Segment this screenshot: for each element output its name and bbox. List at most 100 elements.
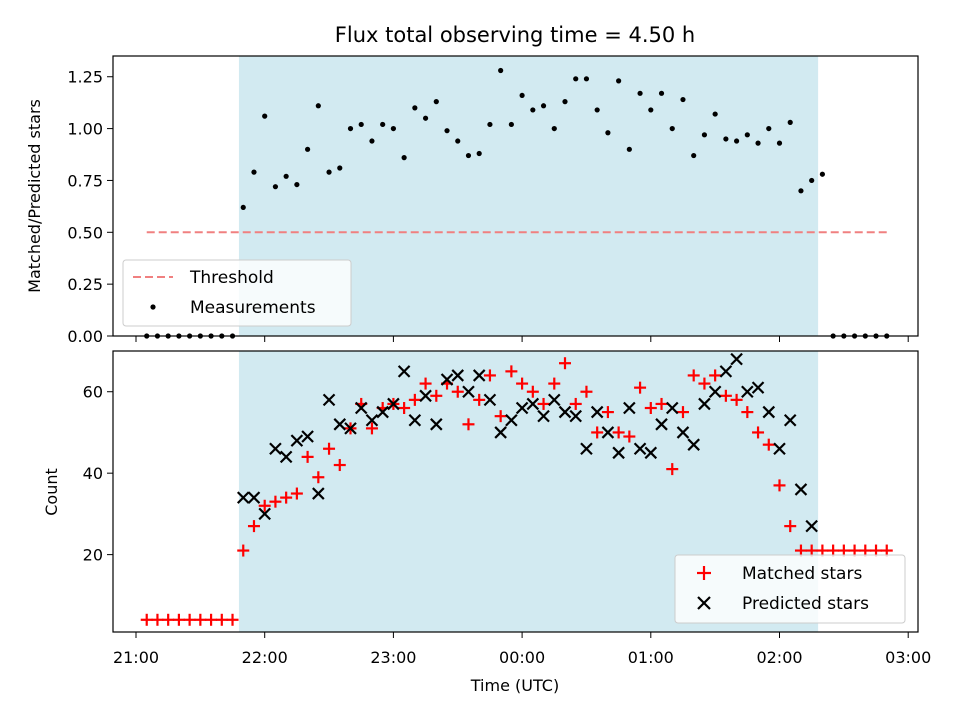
predicted-point [419,389,432,403]
matched-point [312,471,325,484]
measurement-point [551,125,557,132]
predicted-point [773,442,786,456]
ratio-y-tick-label: 1.00 [67,120,103,139]
matched-point [269,495,282,508]
predicted-point [494,426,507,439]
ratio-legend-box [122,259,352,327]
measurement-point [401,155,407,161]
x-tick-label: 03:00 [885,648,931,667]
matched-point [290,487,303,500]
count-legend: Matched stars Predicted stars [674,554,906,624]
matched-point [183,613,196,626]
measurement-point [734,138,740,144]
predicted-point [333,418,347,431]
measurement-point [487,121,493,128]
matched-point [612,426,625,439]
predicted-point [483,393,497,407]
matched-point [323,442,336,455]
predicted-points [236,352,818,533]
predicted-point [730,352,743,366]
measurement-point [583,76,590,82]
measurement-point [819,171,826,177]
predicted-point [698,397,711,411]
matched-point [430,389,443,402]
matched-point [365,422,378,435]
measurement-point [294,181,300,188]
matched-point [258,499,271,512]
legend-measurements-swatch [150,304,156,310]
count-y-tick-label: 40 [83,464,103,483]
matched-point [719,389,732,402]
matched-point [419,377,432,390]
predicted-point [805,519,818,533]
measurement-point [433,99,439,105]
measurement-point [369,138,375,144]
matched-point [194,613,207,626]
matched-point [623,430,636,443]
matched-point [752,426,765,439]
measurement-point [540,103,547,109]
measurement-point [455,138,461,144]
matched-point [526,385,539,398]
predicted-point [290,434,304,447]
matched-point [215,613,228,626]
measurement-point [444,128,450,134]
predicted-point [547,393,561,407]
predicted-point [365,413,379,427]
measurement-point [626,146,632,152]
matched-point [548,377,561,390]
predicted-point [644,446,658,460]
legend-matched-swatch [697,566,711,580]
measurement-point [755,140,761,146]
matched-point [408,393,421,406]
measurement-point [315,103,321,109]
count-y-axis: 20 40 60 [83,383,113,565]
matched-point [687,369,700,382]
measurement-point [562,99,568,105]
matched-point [462,418,475,431]
measurement-point [648,107,654,113]
measurement-point [616,78,622,84]
measurement-point [723,136,729,142]
matched-point [451,385,464,398]
count-y-tick-label: 60 [83,383,103,402]
ratio-y-tick-label: 1.25 [67,68,103,87]
predicted-point [762,405,776,419]
predicted-point [279,450,293,464]
ratio-frame [112,55,919,337]
matched-point [151,613,164,626]
count-panel: 20 40 60 21:00 22:00 23:00 00:00 01:00 02:00 03:… [42,350,931,695]
measurement-point [390,125,396,132]
predicted-point [312,487,325,500]
predicted-point [462,385,475,399]
measurement-point [347,125,354,132]
matched-point [247,520,260,533]
measurement-point [712,111,718,117]
measurement-point [809,177,815,184]
measurement-point [691,152,697,159]
measurement-point [305,146,311,152]
measurement-point [766,125,772,132]
ratio-y-tick-label: 0.00 [67,327,103,346]
measurement-point [658,90,665,96]
predicted-point [526,397,540,411]
matched-point [591,426,604,439]
matched-point [655,397,668,410]
matched-point [237,544,250,557]
matched-point [494,410,507,423]
matched-point [709,369,722,382]
measurement-point [380,121,386,128]
measurement-points [144,67,890,339]
measurement-point [358,121,364,128]
x-tick-label: 21:00 [113,648,159,667]
predicted-point [515,401,529,415]
ratio-y-axis: 0.00 0.25 0.50 0.75 1.00 1.25 [67,68,113,346]
matched-point [634,381,647,394]
x-axis-label: Time (UTC) [470,676,559,695]
matched-point [398,402,411,415]
count-y-tick-label: 20 [83,546,103,565]
matched-point [559,357,571,370]
matched-point [333,459,346,472]
measurement-point [422,115,429,121]
measurement-point [272,184,279,190]
